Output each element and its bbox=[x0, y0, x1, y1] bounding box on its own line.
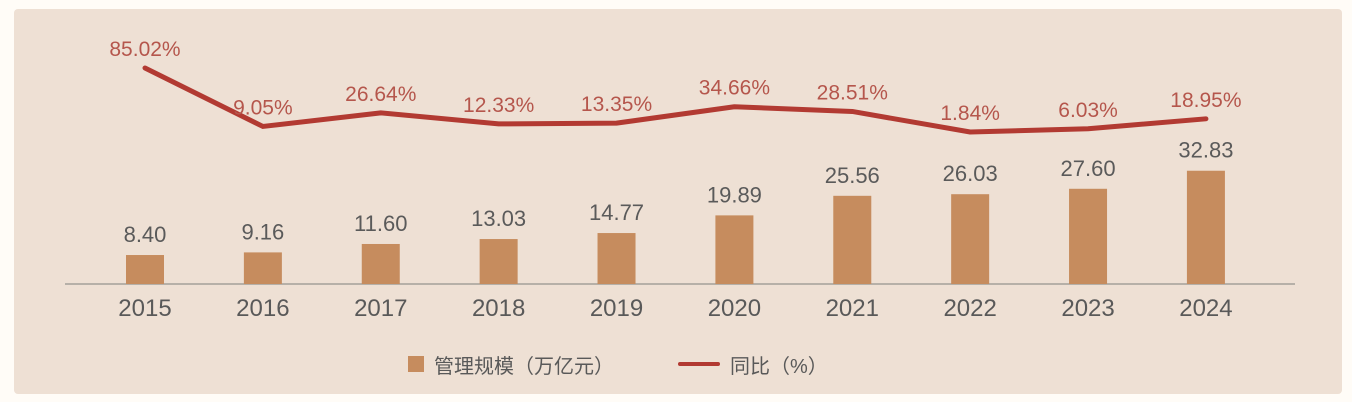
x-tick-label: 2016 bbox=[236, 295, 289, 322]
legend-line-series-label: 同比（%） bbox=[730, 355, 828, 378]
x-tick-label: 2022 bbox=[943, 295, 996, 322]
bar-2015 bbox=[126, 255, 164, 284]
legend-item-bar-series: 管理规模（万亿元） bbox=[408, 350, 614, 379]
bar-value-label: 13.03 bbox=[471, 206, 526, 231]
bar-value-label: 19.89 bbox=[707, 182, 762, 207]
line-value-label: 9.05% bbox=[233, 96, 293, 119]
bar-2023 bbox=[1069, 188, 1108, 284]
bar-2016 bbox=[243, 252, 282, 284]
x-tick-label: 2017 bbox=[354, 295, 407, 322]
line-value-label: 1.84% bbox=[940, 102, 1000, 125]
legend: 管理规模（万亿元） 同比（%） bbox=[408, 348, 828, 380]
line-value-label: 13.35% bbox=[581, 93, 652, 116]
bar-value-label: 27.60 bbox=[1061, 156, 1116, 181]
legend-bar-series-label: 管理规模（万亿元） bbox=[434, 355, 614, 378]
bar-2020 bbox=[715, 215, 754, 284]
bar-2024 bbox=[1186, 170, 1225, 284]
bar-value-label: 11.60 bbox=[354, 211, 407, 236]
bar-2019 bbox=[597, 233, 636, 284]
x-tick-label: 2018 bbox=[472, 295, 525, 322]
legend-item-line-series: 同比（%） bbox=[678, 350, 828, 379]
bar-value-label: 14.77 bbox=[589, 200, 644, 225]
bar-value-label: 32.83 bbox=[1178, 138, 1233, 163]
bar-series-swatch-icon bbox=[408, 356, 424, 372]
line-value-label: 12.33% bbox=[463, 94, 534, 117]
x-tick-label: 2020 bbox=[708, 295, 761, 322]
bar-value-label: 25.56 bbox=[825, 163, 880, 188]
bar-2022 bbox=[951, 194, 990, 284]
bar-2018 bbox=[479, 239, 518, 284]
line-value-label: 6.03% bbox=[1058, 99, 1118, 122]
x-tick-label: 2015 bbox=[118, 295, 171, 322]
x-tick-label: 2024 bbox=[1179, 295, 1232, 322]
bar-2021 bbox=[833, 195, 872, 284]
x-tick-label: 2021 bbox=[826, 295, 879, 322]
line-value-label: 28.51% bbox=[817, 81, 888, 104]
x-tick-label: 2023 bbox=[1061, 295, 1114, 322]
line-value-label: 85.02% bbox=[109, 38, 180, 61]
x-tick-label: 2019 bbox=[590, 295, 643, 322]
yoy-line bbox=[142, 65, 1209, 135]
line-series-swatch-icon bbox=[678, 362, 720, 366]
line-value-label: 26.64% bbox=[345, 83, 416, 106]
plot-area-background bbox=[14, 9, 1342, 394]
bar-2017 bbox=[361, 243, 400, 284]
bar-value-label: 9.16 bbox=[241, 219, 284, 244]
bar-value-label: 26.03 bbox=[943, 161, 998, 186]
line-value-label: 18.95% bbox=[1170, 89, 1241, 112]
line-value-label: 34.66% bbox=[699, 77, 770, 100]
bar-value-label: 8.40 bbox=[124, 222, 167, 247]
